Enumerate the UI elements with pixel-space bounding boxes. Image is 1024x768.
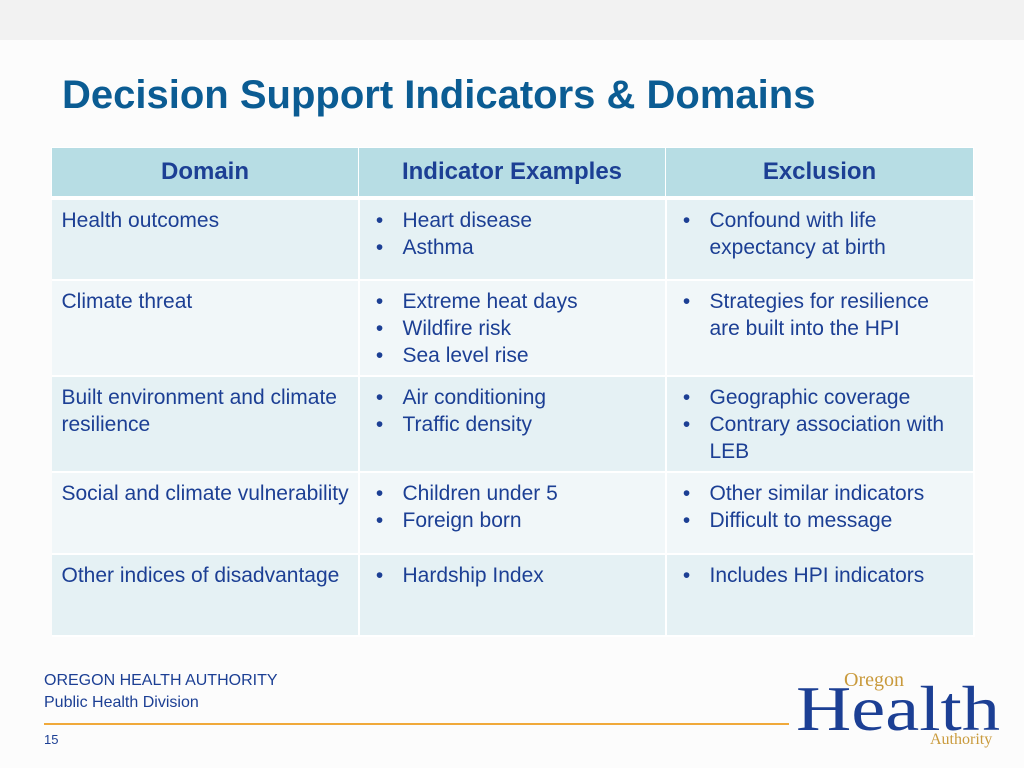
indicator-item: Air conditioning (370, 384, 657, 411)
exclusion-item: Geographic coverage (677, 384, 965, 411)
footer-division: Public Health Division (44, 694, 199, 711)
indicator-item: Heart disease (370, 207, 657, 234)
indicators-cell: Children under 5 Foreign born (358, 472, 667, 555)
indicator-item: Extreme heat days (370, 288, 657, 315)
indicator-item: Traffic density (370, 411, 657, 438)
slide: Decision Support Indicators & Domains Do… (0, 40, 1024, 768)
domain-cell: Social and climate vulnerability (51, 472, 360, 555)
exclusions-cell: Includes HPI indicators (665, 554, 975, 637)
logo-oregon-text: Oregon (844, 669, 904, 691)
page-number: 15 (44, 732, 59, 747)
domain-cell: Other indices of disadvantage (51, 554, 360, 637)
table-header-row: Domain Indicator Examples Exclusion (51, 147, 974, 200)
header-domain: Domain (51, 147, 359, 200)
indicator-item: Children under 5 (370, 480, 657, 507)
table-row: Climate threat Extreme heat days Wildfir… (51, 280, 975, 377)
exclusion-item: Contrary association with LEB (677, 411, 965, 465)
table-row: Social and climate vulnerability Childre… (51, 472, 975, 555)
exclusion-item: Includes HPI indicators (677, 562, 965, 589)
footer-organization: OREGON HEALTH AUTHORITY (44, 672, 278, 689)
exclusion-item: Confound with life expectancy at birth (677, 207, 965, 261)
indicators-cell: Extreme heat days Wildfire risk Sea leve… (358, 280, 667, 377)
oregon-health-authority-logo: Oregon Health Authority (796, 669, 1000, 748)
exclusions-cell: Confound with life expectancy at birth (665, 198, 975, 281)
exclusions-cell: Geographic coverage Contrary association… (665, 376, 975, 473)
domain-cell: Climate threat (51, 280, 360, 377)
indicators-cell: Hardship Index (358, 554, 667, 637)
domain-cell: Health outcomes (51, 198, 360, 281)
exclusion-item: Strategies for resilience are built into… (677, 288, 965, 342)
exclusion-item: Difficult to message (677, 507, 965, 534)
indicators-cell: Air conditioning Traffic density (358, 376, 667, 473)
indicator-item: Asthma (370, 234, 657, 261)
indicator-item: Foreign born (370, 507, 657, 534)
exclusion-item: Other similar indicators (677, 480, 965, 507)
logo-health-text: Health (796, 673, 1000, 744)
indicator-item: Hardship Index (370, 562, 657, 589)
indicator-item: Wildfire risk (370, 315, 657, 342)
exclusions-cell: Other similar indicators Difficult to me… (665, 472, 975, 555)
logo-authority-text: Authority (930, 731, 992, 748)
slide-title: Decision Support Indicators & Domains (62, 73, 816, 117)
exclusions-cell: Strategies for resilience are built into… (665, 280, 975, 377)
table-row: Built environment and climate resilience… (51, 376, 975, 473)
table-row: Health outcomes Heart disease Asthma Con… (51, 198, 975, 281)
table-row: Other indices of disadvantage Hardship I… (51, 554, 975, 637)
indicator-item: Sea level rise (370, 342, 657, 369)
header-exclusion: Exclusion (665, 147, 974, 200)
domain-cell: Built environment and climate resilience (51, 376, 360, 473)
header-indicator-examples: Indicator Examples (358, 147, 666, 200)
footer-divider (44, 723, 789, 725)
indicators-cell: Heart disease Asthma (358, 198, 667, 281)
indicators-table: Domain Indicator Examples Exclusion Heal… (51, 147, 975, 637)
